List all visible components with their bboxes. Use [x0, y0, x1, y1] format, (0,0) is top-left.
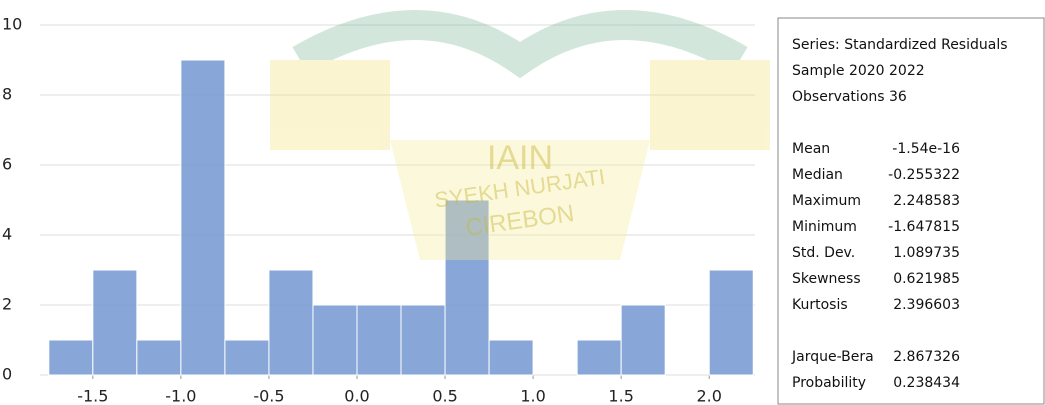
y-tick-label: 4 — [2, 225, 12, 244]
bar — [400, 304, 446, 376]
bar — [488, 339, 534, 376]
stat-label: Probability — [792, 375, 866, 391]
stat-label: Kurtosis — [792, 297, 848, 313]
x-tick-label: 1.0 — [520, 387, 545, 405]
stats: Observations 36 Mean -1.54e-16 Median -0.255… — [791, 89, 960, 391]
bar — [268, 269, 314, 376]
y-tick-label: 8 — [2, 85, 12, 104]
stat-value: -0.255322 — [888, 167, 960, 183]
stat-value: 0.238434 — [893, 375, 960, 391]
y-tick-label: 2 — [2, 295, 12, 314]
stat-value: 1.089735 — [893, 245, 960, 261]
bar — [136, 339, 182, 376]
x-tick-label: -1.0 — [165, 387, 196, 405]
stats-header: Sample 2020 2022 — [792, 63, 925, 79]
plot: 0 2 4 6 8 10 -1.5 -1.0 -0.5 0.0 0.5 1.0 1.5 2.0 — [2, 15, 755, 405]
bar — [312, 304, 358, 376]
x-tick-label: 1.5 — [608, 387, 633, 405]
watermark-text: IAIN — [487, 139, 553, 177]
x-tick-label: -0.5 — [253, 387, 284, 405]
bar — [576, 339, 622, 376]
x-tick-label: -1.5 — [77, 387, 108, 405]
stat-label: Skewness — [792, 271, 861, 287]
bar — [356, 304, 402, 376]
stats-box — [777, 17, 1045, 405]
stat-label: Median — [792, 167, 843, 183]
bar — [708, 269, 754, 376]
stat-value: 2.248583 — [893, 193, 960, 209]
stats-header: Series: Standardized Residuals — [792, 37, 1008, 53]
bar — [620, 304, 666, 376]
stat-label: Jarque-Bera — [791, 349, 874, 365]
stat-label: Mean — [792, 141, 830, 157]
y-tick-label: 6 — [2, 155, 12, 174]
stat-label: Maximum — [792, 193, 861, 209]
x-tick-label: 2.0 — [696, 387, 721, 405]
x-tick-label: 0.5 — [432, 387, 457, 405]
y-tick-label: 10 — [2, 15, 22, 34]
stats-header: Observations 36 — [792, 89, 907, 105]
x-tick-label: 0.0 — [344, 387, 369, 405]
y-tick-label: 0 — [2, 365, 12, 384]
stat-label: Minimum — [792, 219, 857, 235]
stat-value: -1.647815 — [888, 219, 960, 235]
stat-value: 0.621985 — [893, 271, 960, 287]
bar — [444, 199, 490, 376]
stat-value: 2.867326 — [893, 349, 960, 365]
bar — [180, 59, 226, 376]
watermark-logo — [270, 10, 770, 260]
bar — [92, 269, 138, 376]
stat-value: -1.54e-16 — [892, 141, 960, 157]
bar — [48, 339, 94, 376]
stat-value: 2.396603 — [893, 297, 960, 313]
bar — [224, 339, 270, 376]
stat-label: Std. Dev. — [792, 245, 855, 261]
